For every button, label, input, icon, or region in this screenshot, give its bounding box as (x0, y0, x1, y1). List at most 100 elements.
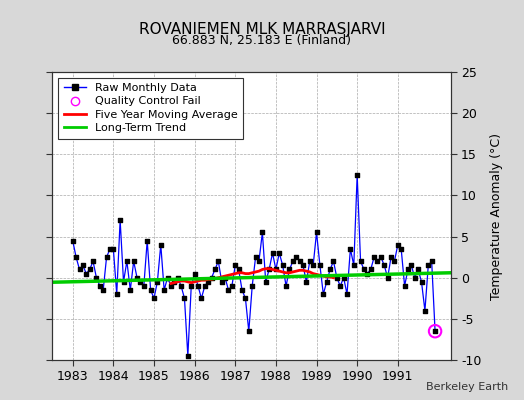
Point (252, 254, 260, 260)
Point (153, 279, 161, 285)
Point (255, 258, 263, 264)
Point (394, 242, 402, 248)
Point (167, 283, 175, 289)
Point (404, 266, 412, 273)
Point (109, 246, 117, 252)
Point (353, 172, 362, 178)
Point (350, 262, 358, 268)
Point (173, 274, 182, 281)
Point (428, 258, 436, 264)
Point (373, 258, 381, 264)
Point (275, 250, 283, 256)
Point (201, 283, 209, 289)
Point (69, 238, 77, 244)
Point (319, 291, 328, 297)
Point (157, 242, 165, 248)
Point (89, 258, 97, 264)
Point (123, 258, 131, 264)
Point (296, 258, 304, 264)
Point (258, 229, 267, 236)
Point (214, 258, 223, 264)
Point (278, 262, 287, 268)
Point (400, 283, 409, 289)
Point (75, 266, 84, 273)
Point (194, 283, 202, 289)
Point (265, 266, 274, 273)
Y-axis label: Temperature Anomaly (°C): Temperature Anomaly (°C) (490, 132, 503, 300)
Point (146, 287, 155, 293)
Point (289, 258, 297, 264)
Point (126, 287, 135, 293)
Point (261, 279, 270, 285)
Point (92, 274, 101, 281)
Point (187, 283, 195, 289)
Point (119, 279, 128, 285)
Point (197, 295, 205, 302)
Point (133, 274, 141, 281)
Point (208, 274, 216, 281)
Point (316, 262, 324, 268)
Point (170, 279, 179, 285)
Point (299, 262, 307, 268)
Point (139, 283, 148, 289)
Point (129, 258, 138, 264)
Point (302, 279, 311, 285)
Point (241, 295, 249, 302)
Point (211, 266, 219, 273)
Point (360, 266, 368, 273)
Point (421, 308, 429, 314)
Point (411, 274, 419, 281)
Point (150, 295, 158, 302)
Point (113, 291, 121, 297)
Point (228, 283, 236, 289)
Point (356, 258, 365, 264)
Point (414, 266, 422, 273)
Point (417, 279, 425, 285)
Point (397, 246, 406, 252)
Point (346, 246, 355, 252)
Point (136, 279, 145, 285)
Text: ROVANIEMEN MLK MARRASJARVI: ROVANIEMEN MLK MARRASJARVI (139, 22, 385, 37)
Point (221, 274, 230, 281)
Point (190, 270, 199, 277)
Point (407, 262, 416, 268)
Point (106, 246, 114, 252)
Point (309, 262, 318, 268)
Point (336, 283, 344, 289)
Point (366, 266, 375, 273)
Point (329, 258, 337, 264)
Point (370, 254, 378, 260)
Point (333, 274, 341, 281)
Point (99, 287, 107, 293)
Point (282, 283, 290, 289)
Legend: Raw Monthly Data, Quality Control Fail, Five Year Moving Average, Long-Term Tren: Raw Monthly Data, Quality Control Fail, … (58, 78, 243, 139)
Point (224, 287, 233, 293)
Point (217, 279, 226, 285)
Text: 66.883 N, 25.183 E (Finland): 66.883 N, 25.183 E (Finland) (172, 34, 352, 47)
Point (183, 353, 192, 359)
Point (384, 274, 392, 281)
Point (285, 266, 293, 273)
Point (238, 287, 246, 293)
Point (312, 229, 321, 236)
Point (72, 254, 80, 260)
Point (292, 254, 300, 260)
Point (204, 279, 212, 285)
Point (340, 274, 348, 281)
Point (180, 295, 189, 302)
Point (363, 270, 372, 277)
Point (160, 287, 168, 293)
Point (390, 258, 399, 264)
Point (79, 262, 87, 268)
Point (272, 266, 280, 273)
Point (322, 279, 331, 285)
Point (343, 291, 351, 297)
Point (102, 254, 111, 260)
Point (431, 328, 439, 334)
Point (326, 266, 334, 273)
Text: Berkeley Earth: Berkeley Earth (426, 382, 508, 392)
Point (305, 258, 314, 264)
Point (387, 254, 395, 260)
Point (82, 270, 91, 277)
Point (231, 262, 239, 268)
